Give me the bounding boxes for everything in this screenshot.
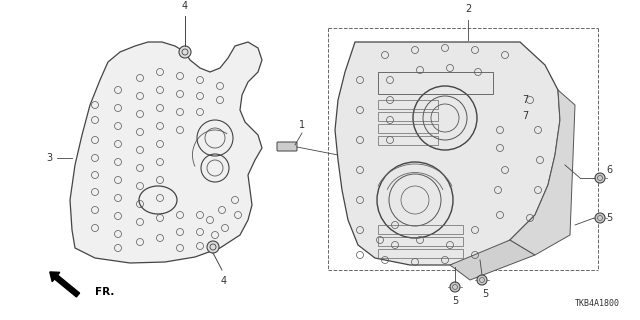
Bar bbox=[378, 100, 438, 109]
Polygon shape bbox=[335, 42, 560, 265]
Bar bbox=[378, 136, 438, 145]
Circle shape bbox=[207, 241, 219, 253]
Text: 5: 5 bbox=[482, 289, 488, 299]
Text: 5: 5 bbox=[452, 296, 458, 306]
Text: 3: 3 bbox=[46, 153, 52, 163]
Polygon shape bbox=[70, 42, 262, 263]
Text: 7: 7 bbox=[522, 95, 528, 105]
Bar bbox=[378, 249, 463, 258]
Text: 4: 4 bbox=[221, 276, 227, 286]
Circle shape bbox=[450, 282, 460, 292]
Circle shape bbox=[179, 46, 191, 58]
Bar bbox=[378, 124, 438, 133]
Text: 1: 1 bbox=[299, 120, 305, 130]
Bar bbox=[378, 112, 438, 121]
Text: 7: 7 bbox=[522, 111, 528, 121]
Circle shape bbox=[595, 173, 605, 183]
Text: 5: 5 bbox=[606, 213, 612, 223]
FancyArrow shape bbox=[50, 272, 79, 297]
Bar bbox=[378, 225, 463, 234]
Text: 4: 4 bbox=[182, 1, 188, 11]
FancyBboxPatch shape bbox=[277, 142, 297, 151]
Bar bbox=[378, 72, 493, 94]
Text: TKB4A1800: TKB4A1800 bbox=[575, 299, 620, 308]
Text: 2: 2 bbox=[465, 4, 471, 14]
Polygon shape bbox=[450, 240, 535, 280]
Circle shape bbox=[595, 213, 605, 223]
Text: FR.: FR. bbox=[95, 287, 115, 297]
Text: 6: 6 bbox=[606, 165, 612, 175]
Bar bbox=[378, 237, 463, 246]
Circle shape bbox=[477, 275, 487, 285]
Polygon shape bbox=[510, 90, 575, 255]
